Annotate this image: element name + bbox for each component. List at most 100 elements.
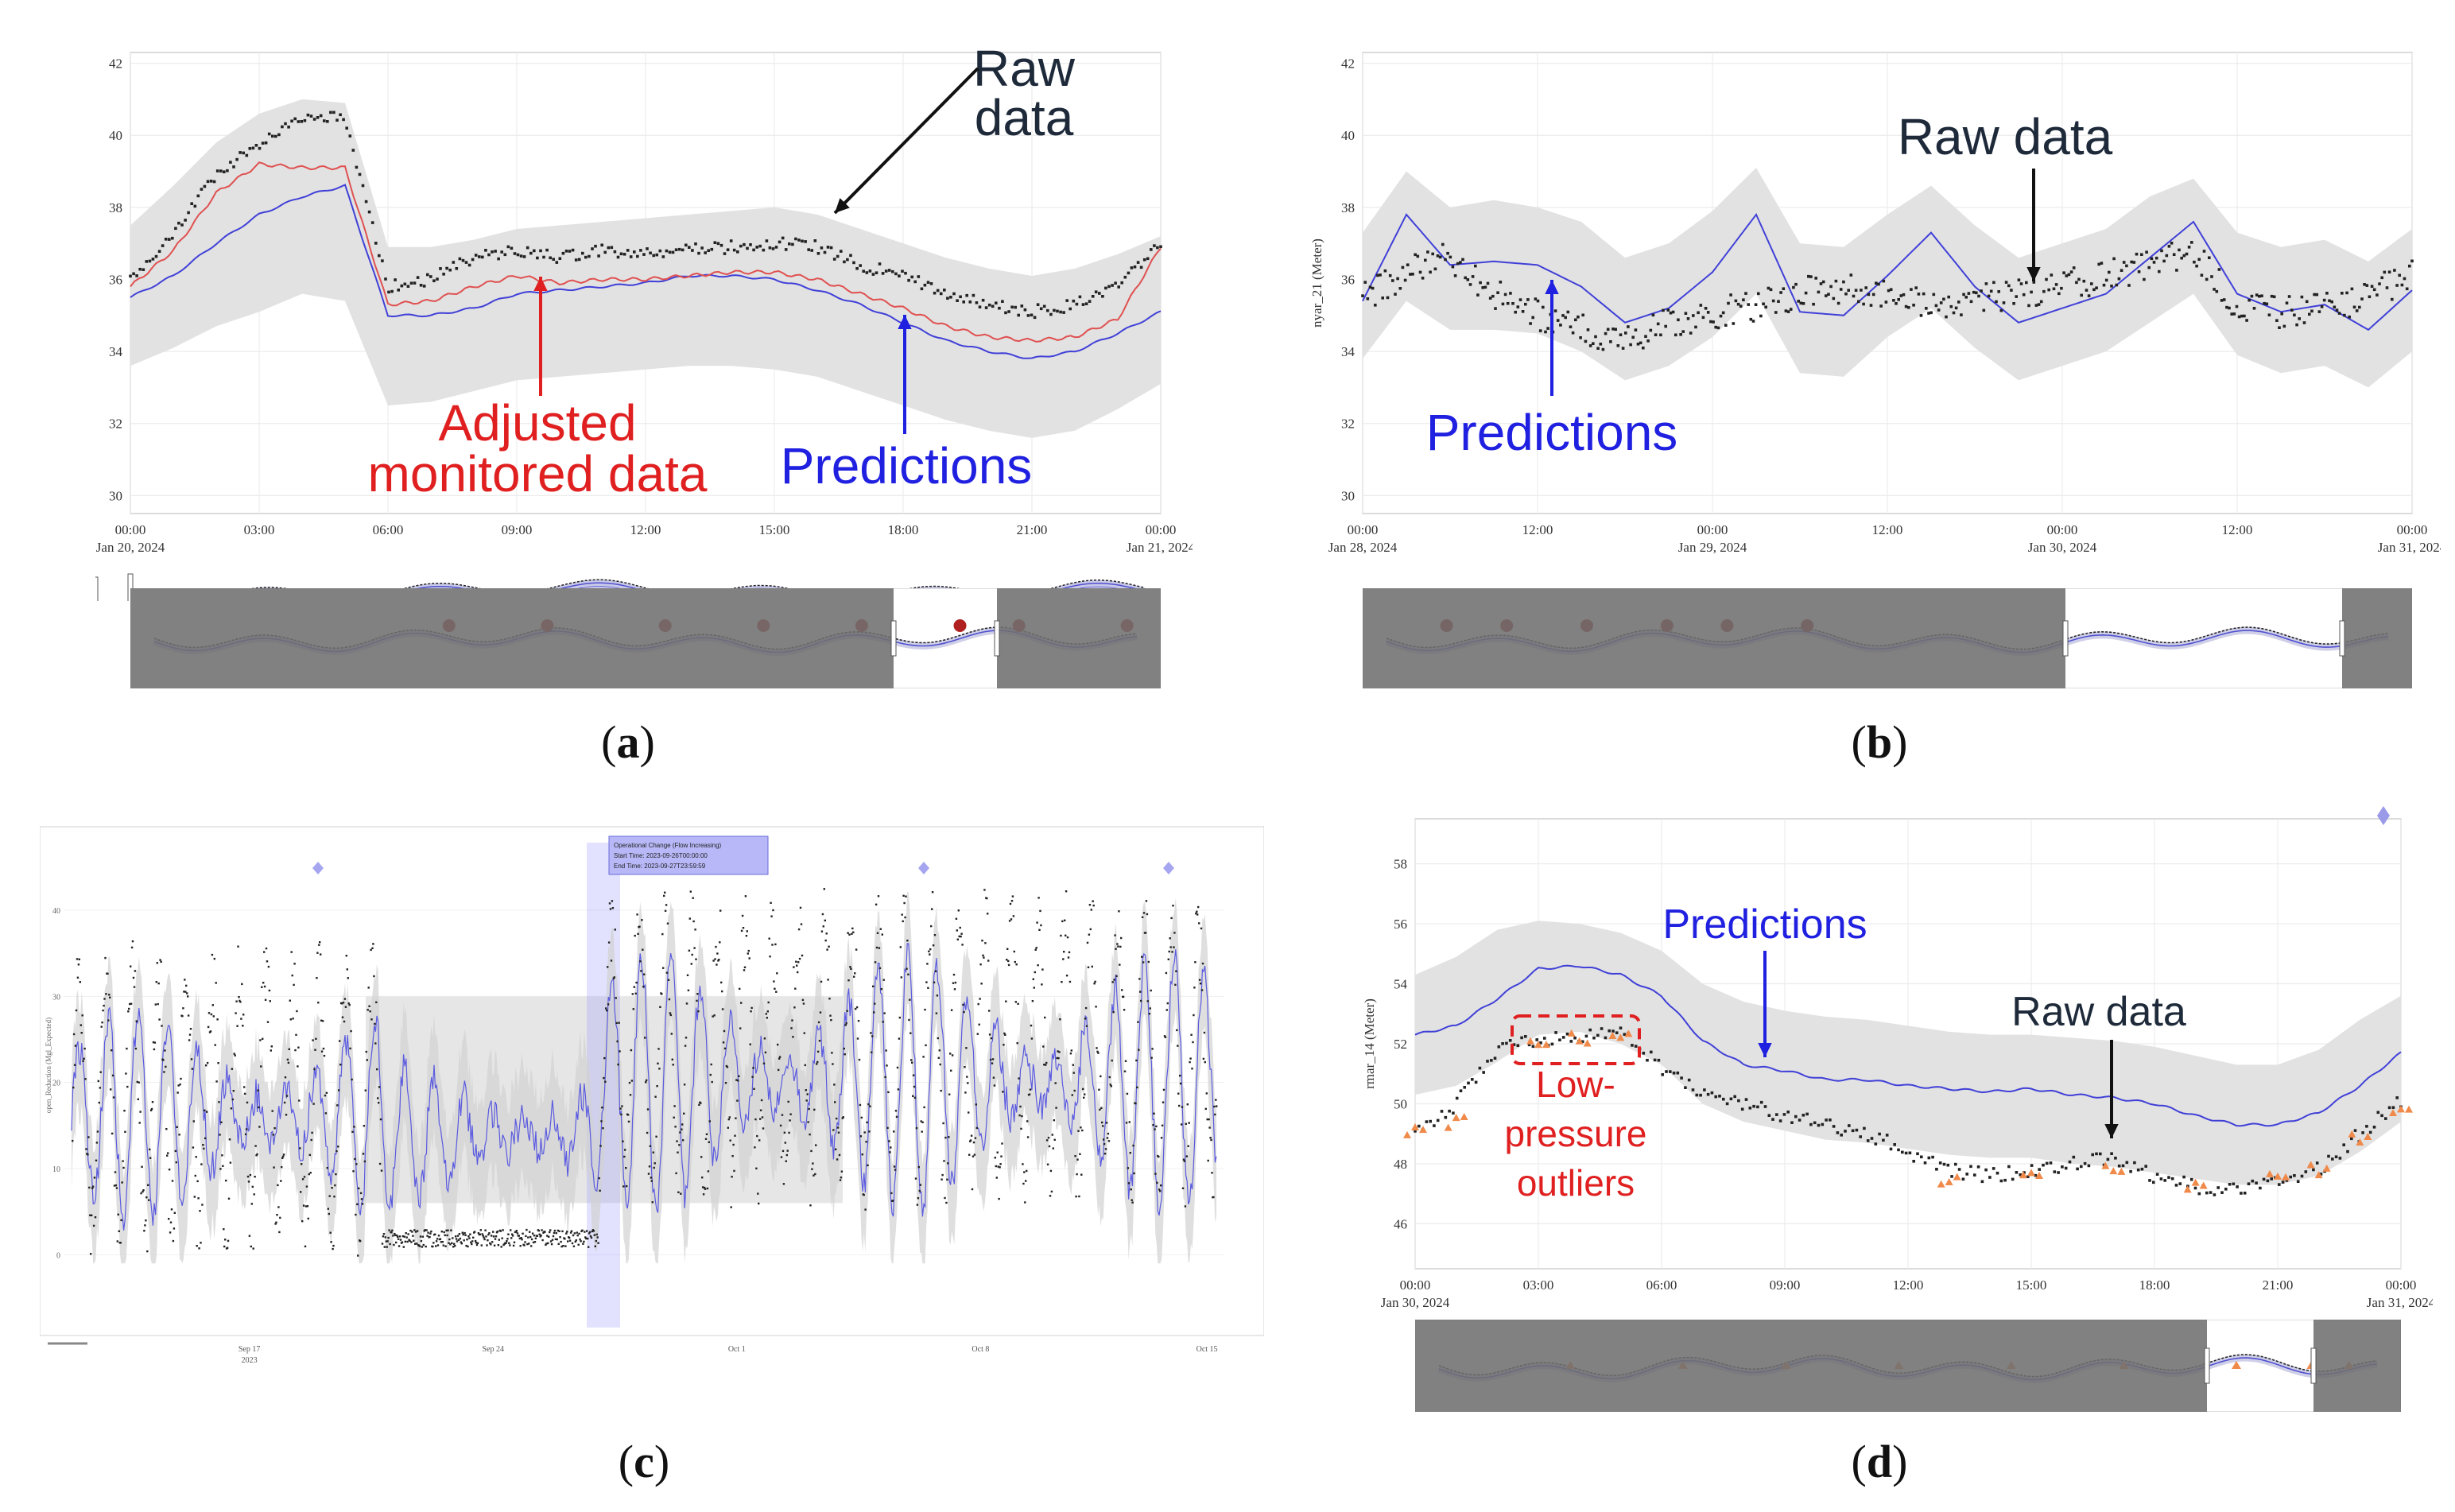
raw-data-point [2235, 304, 2239, 308]
raw-data-point [1534, 297, 1538, 300]
raw-data-point [1018, 1077, 1020, 1080]
raw-data-point [300, 1191, 302, 1193]
raw-data-point [566, 1231, 568, 1233]
raw-data-point [1624, 331, 1627, 335]
raw-data-point [671, 1058, 673, 1060]
raw-data-point [1076, 1173, 1078, 1176]
raw-data-point [348, 1003, 351, 1006]
raw-data-point [1146, 1000, 1149, 1002]
raw-data-point [367, 210, 371, 214]
raw-data-point [552, 258, 555, 261]
raw-data-point [869, 1105, 871, 1107]
raw-data-point [1010, 918, 1013, 921]
raw-data-point [594, 1245, 596, 1247]
raw-data-point [2247, 1182, 2251, 1185]
raw-data-point [552, 1235, 555, 1238]
raw-data-point [2335, 308, 2339, 312]
raw-data-point [913, 280, 917, 284]
raw-data-point [96, 1130, 99, 1133]
raw-data-point [154, 1003, 157, 1006]
raw-data-point [2092, 288, 2096, 292]
raw-data-point [1074, 1155, 1076, 1157]
raw-data-point [1206, 1118, 1208, 1121]
raw-data-point [785, 1160, 787, 1162]
raw-data-point [1130, 266, 1134, 269]
raw-data-point [2091, 1153, 2094, 1157]
raw-data-point [965, 1047, 968, 1049]
raw-data-point [223, 1228, 225, 1231]
raw-data-point [2090, 282, 2093, 285]
raw-data-point [234, 1054, 236, 1056]
raw-data-point [1201, 962, 1204, 965]
raw-data-point [1459, 1089, 1463, 1092]
raw-data-point [335, 1173, 337, 1176]
raw-data-point [168, 1218, 170, 1220]
raw-data-point [1503, 293, 1507, 297]
raw-data-point [437, 1235, 440, 1237]
raw-data-point [858, 1058, 861, 1061]
x-tick-label-0: Sep 17 [239, 1345, 261, 1354]
navigator-d[interactable] [1415, 1320, 2401, 1412]
raw-data-point [1187, 1145, 1189, 1147]
raw-data-point [186, 992, 188, 994]
raw-data-point [940, 1089, 942, 1092]
raw-data-point [927, 987, 929, 989]
raw-data-point [1526, 298, 1530, 301]
raw-data-point [2270, 294, 2274, 298]
raw-data-point [1676, 1071, 1680, 1075]
raw-data-point [749, 243, 752, 246]
raw-data-point [242, 1025, 244, 1027]
raw-data-point [1508, 1039, 1512, 1042]
raw-data-point [2034, 1173, 2038, 1177]
raw-data-point [898, 1016, 901, 1019]
raw-data-point [1999, 1179, 2003, 1183]
raw-data-point [824, 919, 826, 922]
raw-data-point [1836, 1131, 1840, 1134]
panel-a: 30 32 34 36 38 40 42 00:00 03:00 06:00 09:00 12:00 1… [95, 29, 1193, 601]
raw-data-point [736, 1099, 739, 1102]
raw-data-point [2205, 1191, 2209, 1195]
raw-data-point [1546, 327, 1549, 330]
raw-data-point [972, 293, 975, 297]
raw-data-point [1111, 981, 1114, 983]
raw-data-point [1391, 279, 1394, 282]
raw-data-point [92, 1224, 95, 1227]
raw-data-point [109, 996, 111, 998]
raw-data-point [666, 922, 669, 925]
raw-data-point [1767, 1114, 1771, 1117]
raw-data-point [110, 1088, 112, 1091]
raw-data-point [254, 144, 258, 147]
raw-data-point [979, 998, 981, 1000]
navigator-a[interactable] [130, 588, 1161, 688]
outlier-marker [2274, 1172, 2282, 1180]
raw-data-point [378, 1162, 382, 1165]
raw-data-point [1878, 1132, 1881, 1136]
raw-data-point [180, 223, 184, 227]
raw-data-point [1023, 1171, 1026, 1173]
raw-data-point [192, 1120, 195, 1122]
raw-data-point [2152, 1181, 2155, 1184]
raw-data-point [541, 1239, 544, 1242]
y-tick-label-2: 34 [109, 344, 123, 359]
raw-data-point [1946, 1163, 1950, 1167]
outlier-marker [1444, 1123, 1452, 1131]
raw-data-point [496, 1231, 499, 1233]
raw-data-point [2025, 281, 2028, 285]
raw-data-point [154, 254, 158, 258]
raw-data-point [2147, 266, 2151, 269]
navigator-b[interactable] [1363, 588, 2412, 688]
raw-data-point [2232, 312, 2236, 316]
raw-data-point [758, 1202, 760, 1205]
raw-data-point [142, 1189, 145, 1192]
raw-data-point [338, 1089, 340, 1091]
raw-data-point [2282, 324, 2286, 328]
raw-data-point [836, 1126, 840, 1129]
raw-data-point [1037, 964, 1039, 967]
raw-data-point [747, 952, 749, 955]
annotation-raw-data: Raw data [2011, 989, 2186, 1035]
raw-data-point [916, 1204, 919, 1206]
raw-data-point [267, 965, 270, 968]
raw-data-point [145, 260, 149, 263]
raw-data-point [956, 929, 958, 932]
raw-data-point [2278, 1183, 2281, 1186]
